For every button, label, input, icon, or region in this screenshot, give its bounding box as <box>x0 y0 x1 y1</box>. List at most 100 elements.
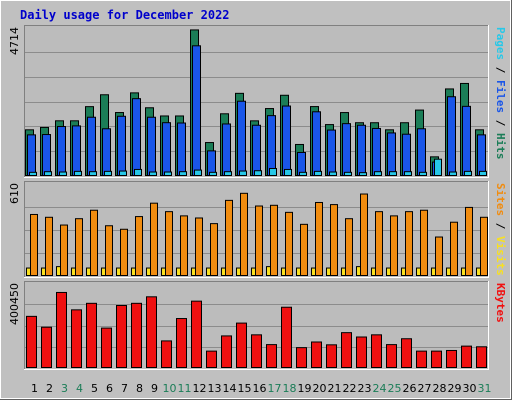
bar-kbytes <box>146 296 157 369</box>
bar-kbytes <box>131 302 142 369</box>
bar-files <box>222 123 231 176</box>
x-tick-label: 23 <box>358 382 372 395</box>
bar-pages <box>194 169 202 177</box>
x-tick-label: 5 <box>91 382 98 395</box>
bar-kbytes <box>71 309 82 369</box>
x-tick-label: 14 <box>223 382 237 395</box>
bar-pages <box>89 171 97 176</box>
bar-pages <box>329 171 337 177</box>
bar-visits <box>330 204 338 276</box>
bar-visits <box>360 193 368 277</box>
x-tick-label: 20 <box>313 382 327 395</box>
bar-visits <box>315 201 323 277</box>
bar-kbytes <box>371 334 382 368</box>
x-tick-label: 9 <box>151 382 158 395</box>
bar-kbytes <box>476 346 487 369</box>
bar-visits <box>195 217 203 277</box>
bar-visits <box>90 209 98 276</box>
legend-part: / <box>494 216 507 236</box>
bar-files <box>27 134 36 176</box>
bar-visits <box>285 211 293 277</box>
bar-kbytes <box>176 318 187 369</box>
bar-files <box>312 111 321 177</box>
bar-kbytes <box>86 302 97 369</box>
bar-files <box>132 98 141 176</box>
bar-files <box>102 128 111 176</box>
series-legend-top: Pages / Files / Hits <box>494 27 507 160</box>
bar-kbytes <box>356 336 367 368</box>
x-tick-label: 11 <box>178 382 192 395</box>
bar-kbytes <box>161 340 172 368</box>
bar-files <box>267 115 276 176</box>
bar-visits <box>120 228 128 276</box>
x-tick-label: 3 <box>61 382 68 395</box>
bar-kbytes <box>206 350 217 369</box>
bar-files <box>252 124 261 176</box>
bar-pages <box>389 171 397 176</box>
bar-visits <box>135 216 143 277</box>
x-tick-label: 29 <box>448 382 462 395</box>
bar-pages <box>149 171 157 177</box>
bar-visits <box>405 211 413 276</box>
bar-kbytes <box>311 341 322 368</box>
bar-files <box>42 134 51 177</box>
bar-kbytes <box>341 332 352 369</box>
bar-files <box>57 126 66 177</box>
bar-visits <box>210 223 218 276</box>
bar-visits <box>480 216 488 276</box>
bar-kbytes <box>116 304 127 368</box>
bar-kbytes <box>281 306 292 368</box>
bar-visits <box>450 221 458 277</box>
bar-kbytes <box>266 344 277 369</box>
bar-kbytes <box>296 347 307 368</box>
bar-files <box>72 125 81 176</box>
x-tick-label: 19 <box>298 382 312 395</box>
bar-pages <box>464 170 472 177</box>
x-tick-label: 24 <box>373 382 387 395</box>
bar-files <box>207 150 216 177</box>
bar-kbytes <box>386 344 397 369</box>
bar-files <box>402 133 411 176</box>
x-tick-label: 30 <box>463 382 477 395</box>
bar-files <box>447 96 456 176</box>
bar-kbytes <box>236 322 247 369</box>
bar-visits <box>240 192 248 276</box>
bar-kbytes <box>446 349 457 368</box>
x-tick-label: 12 <box>193 382 207 395</box>
bar-pages <box>254 170 262 176</box>
legend-part: Hits <box>494 133 507 160</box>
bar-visits <box>435 236 443 277</box>
bar-files <box>417 128 426 176</box>
bar-pages <box>179 171 187 176</box>
bar-files <box>372 127 381 176</box>
bar-files <box>357 124 366 176</box>
bar-kbytes <box>431 350 442 369</box>
x-tick-label: 31 <box>478 382 492 395</box>
bar-pages <box>164 171 172 177</box>
bar-kbytes <box>401 338 412 369</box>
x-tick-label: 4 <box>76 382 83 395</box>
panel-sites-visits: 610 Sites / Visits <box>8 181 507 278</box>
panel-hits-files-pages: 4714 Pages / Files / Hits <box>8 25 507 178</box>
bar-pages <box>104 170 112 177</box>
x-tick-label: 6 <box>106 382 113 395</box>
bar-pages <box>434 158 442 177</box>
bar-pages <box>119 170 127 177</box>
x-tick-label: 26 <box>403 382 417 395</box>
x-tick-label: 22 <box>343 382 357 395</box>
bar-files <box>327 129 336 177</box>
bar-files <box>117 115 126 176</box>
bar-pages <box>419 171 427 177</box>
bar-kbytes <box>41 326 52 368</box>
bar-pages <box>209 171 217 177</box>
bar-pages <box>224 171 232 176</box>
bar-files <box>342 123 351 176</box>
legend-part: / <box>494 113 507 133</box>
bar-kbytes <box>191 300 202 368</box>
y-max-label: 610 <box>8 183 21 204</box>
series-legend-bottom: KBytes <box>494 283 507 323</box>
x-tick-label: 10 <box>163 382 177 395</box>
